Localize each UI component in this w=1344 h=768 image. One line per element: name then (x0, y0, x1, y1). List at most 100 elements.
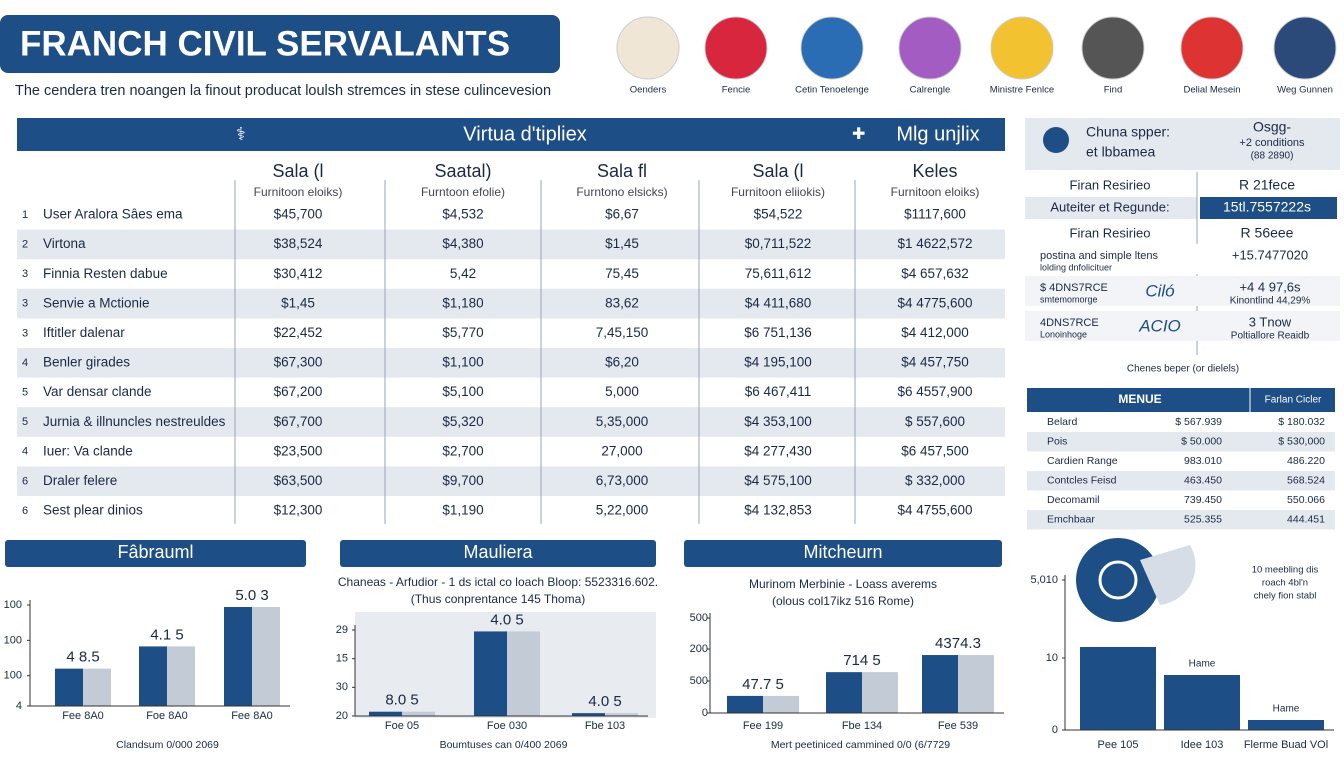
cell: $22,452 (274, 325, 323, 340)
logo (704, 16, 768, 80)
chart-footer: Boumtuses can 0/400 2069 (440, 739, 568, 751)
menu-head: MENUE (1118, 392, 1161, 406)
x-tick-label: Idee 103 (1181, 739, 1224, 751)
menu-cell: Decomamil (1047, 494, 1100, 506)
cell: $1,180 (442, 295, 483, 310)
menu-cell: $ 530,000 (1278, 435, 1325, 447)
bar (369, 711, 402, 716)
y-tick-label: 200 (690, 643, 708, 655)
cell: $4 132,853 (744, 503, 812, 518)
cell: $ 332,000 (905, 473, 965, 488)
cell: $4 4755,600 (897, 503, 972, 518)
cell: 75,45 (605, 266, 639, 281)
menu-cell: Emchbaar (1047, 513, 1095, 525)
menu-header (1027, 388, 1335, 412)
chart-title-bar (5, 540, 306, 567)
bar (958, 655, 994, 713)
bar (572, 713, 605, 716)
row-band (17, 288, 1005, 319)
y-tick-label: 29 (336, 624, 348, 636)
note-band (1025, 311, 1340, 341)
row-band (17, 348, 1005, 378)
note-left: $ 4DNS7RCE (1040, 282, 1108, 294)
table-icon: ✚ (852, 126, 865, 143)
logo-label: Ministre Fenlce (990, 85, 1054, 96)
y-tick-label: 4 (16, 700, 22, 712)
y-tick-label: 100 (4, 670, 22, 682)
cell: $4,532 (442, 207, 483, 222)
note-left: Lonoinhoge (1040, 329, 1087, 339)
row-index: 2 (22, 239, 28, 251)
x-tick-label: Fee 8A0 (62, 710, 104, 722)
note-badge: Ciló (1145, 281, 1174, 300)
y-tick-label: 15 (336, 653, 348, 665)
logo-label: Weg Gunnen (1277, 85, 1333, 96)
cell: $4 657,632 (901, 266, 969, 281)
row-index: 3 (22, 327, 28, 339)
cell: $9,700 (442, 473, 483, 488)
row-index: 6 (22, 475, 28, 487)
menu-cell: Contcles Feisd (1047, 474, 1117, 486)
cell: $38,524 (274, 236, 323, 251)
row-index: 3 (22, 268, 28, 280)
column-sub: Furnitoon eloiks) (891, 185, 980, 199)
row-index: 1 (22, 209, 28, 221)
bar (605, 713, 638, 716)
menu-cell: Cardien Range (1047, 455, 1118, 467)
column-sub: Furnitoon eliiokis) (731, 185, 825, 199)
side-label: Auteiter et Regunde: (1050, 199, 1169, 214)
logo (990, 16, 1054, 80)
menu-cell: 486.220 (1287, 455, 1325, 467)
card-text: (88 2890) (1251, 151, 1294, 162)
cell: 5,35,000 (596, 414, 649, 429)
chart-title: Mitcheurn (803, 542, 882, 562)
bar-annotation: 4374.3 (935, 635, 981, 652)
chart-note: 10 meebling dis (1252, 565, 1319, 576)
x-tick-label: Foe 8A0 (146, 710, 188, 722)
cell: $1,100 (442, 355, 483, 370)
cell: $5,770 (442, 325, 483, 340)
logo (616, 16, 680, 80)
menu-cell: 525.355 (1184, 513, 1222, 525)
side-value-box (1200, 197, 1337, 219)
note-right: Kinontlind 44,29% (1230, 296, 1311, 307)
cell: $1,45 (281, 295, 315, 310)
cell: $6 751,136 (744, 325, 812, 340)
row-band (17, 407, 1005, 437)
y-tick-label: 100 (4, 634, 22, 646)
menu-cell: 568.524 (1287, 474, 1325, 486)
y-tick-label: 10 (1046, 652, 1058, 664)
menu-cell: 983.010 (1184, 455, 1222, 467)
logo-label: Fencie (722, 85, 751, 96)
cell: $5,100 (442, 384, 483, 399)
column-head: Keles (912, 161, 957, 181)
cell: 75,611,612 (745, 266, 812, 281)
x-tick-label: Fbe 103 (585, 720, 625, 732)
bar-annotation: 4 8.5 (66, 649, 99, 666)
chart-title-bar (684, 540, 1002, 567)
table-title: Virtua d'tipliex (463, 123, 587, 145)
side-label: Firan Resirieo (1070, 177, 1151, 192)
cell: $6 4557,900 (897, 384, 972, 399)
cell: $4 457,750 (901, 355, 969, 370)
chart-subtitle: (olous col17ikz 516 Rome) (772, 594, 914, 608)
bar-annotation: 4.1 5 (150, 626, 183, 643)
menu-cell: $ 567.939 (1175, 416, 1222, 428)
note-right: 3 Tnow (1249, 314, 1292, 329)
menu-head: Farlan Cicler (1265, 395, 1322, 406)
x-tick-label: Fee 8A0 (231, 710, 273, 722)
bar (83, 668, 111, 706)
column-sub: Furntono elsicks) (576, 185, 667, 199)
bar (862, 672, 898, 713)
bar (922, 655, 958, 713)
bar (826, 672, 862, 713)
chart-footer: Mert peetiniced cammined 0/0 (6/7729 (771, 739, 950, 751)
x-tick-label: Fbe 134 (842, 720, 882, 732)
cell: 83,62 (605, 295, 639, 310)
menu-cell: $ 50.000 (1181, 435, 1222, 447)
y-tick-label: 500 (690, 675, 708, 687)
chart-note: roach 4bl'n (1262, 578, 1308, 589)
cell: $63,500 (274, 473, 323, 488)
note-right: Poltiallore Reaidb (1231, 331, 1310, 342)
bar-annotation: 4.0 5 (490, 611, 523, 628)
